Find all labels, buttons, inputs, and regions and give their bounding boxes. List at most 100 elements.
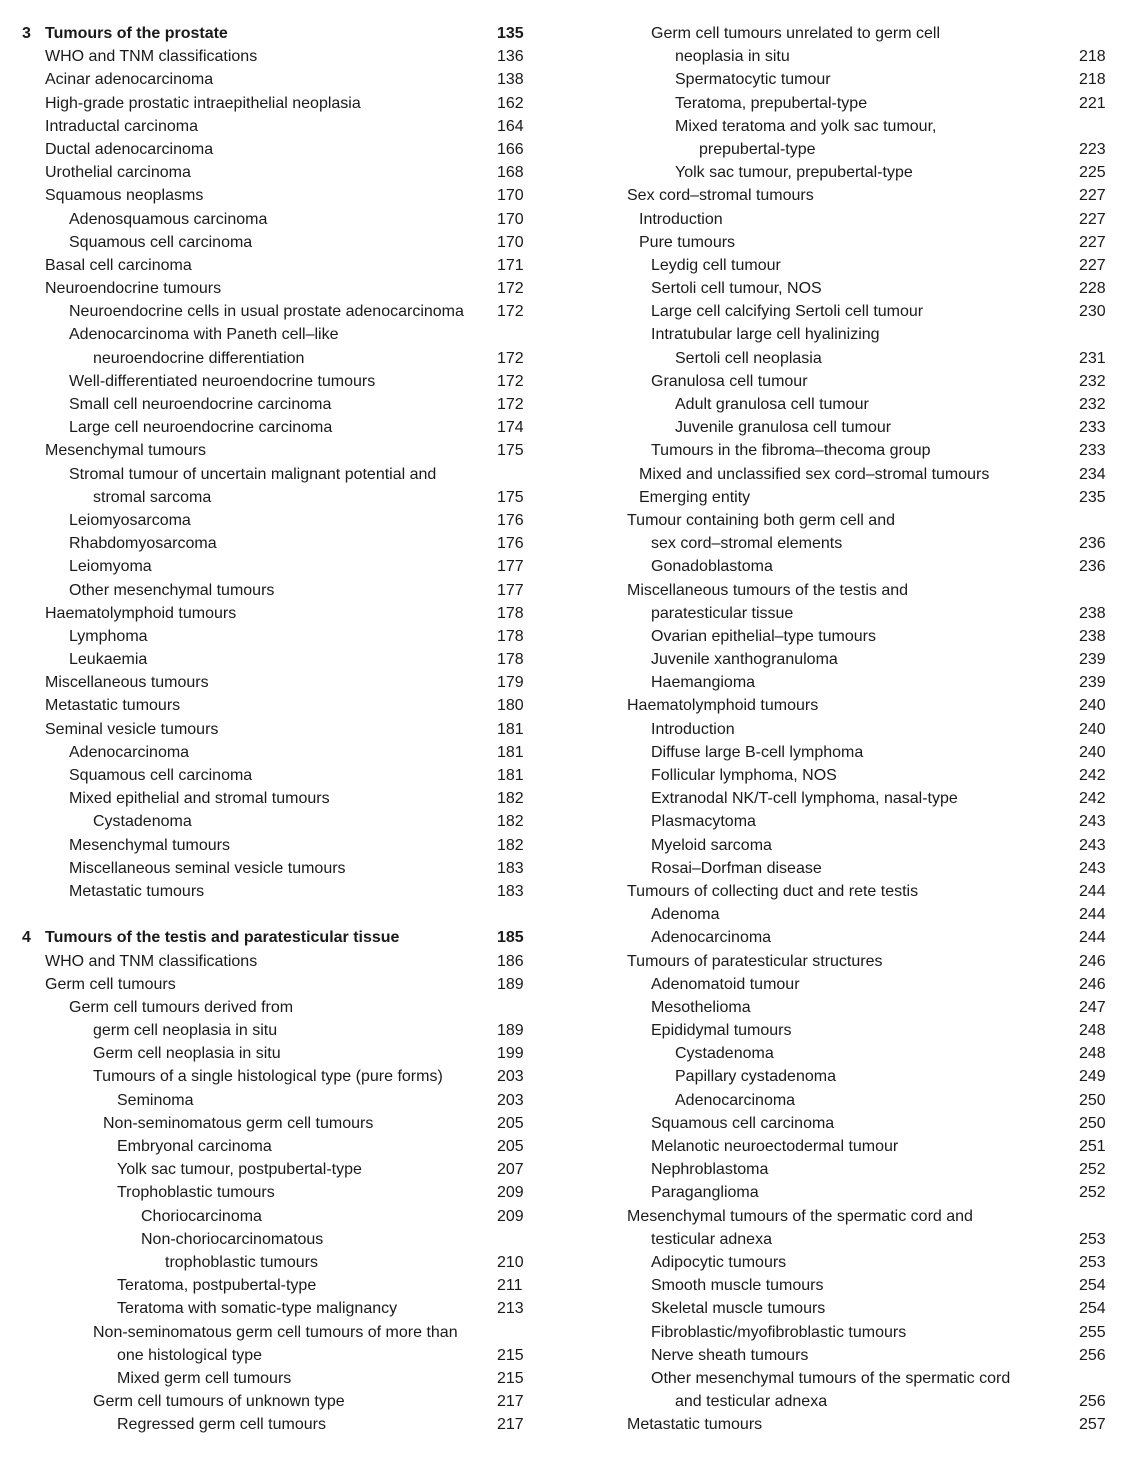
toc-entry-title: Plasmacytoma [651, 813, 756, 831]
toc-entry: Cystadenoma 182 [0, 810, 560, 833]
toc-page-number: 242 [1079, 767, 1106, 784]
toc-entry: Large cell calcifying Sertoli cell tumou… [600, 300, 1126, 323]
toc-entry-title: Yolk sac tumour, postpubertal-type [117, 1161, 362, 1179]
toc-page-number: 175 [497, 442, 524, 460]
toc-page-number: 168 [497, 164, 524, 182]
toc-entry: Introduction 227 [600, 208, 1126, 231]
toc-page-number: 180 [497, 697, 524, 715]
toc-page-number: 205 [497, 1114, 524, 1132]
toc-entry: Squamous cell carcinoma 250 [600, 1112, 1126, 1135]
toc-page-number: 182 [497, 790, 524, 808]
toc-page-number: 232 [1079, 396, 1106, 413]
toc-entry-title: Tumours in the fibroma–thecoma group [651, 442, 931, 460]
toc-entry: Nerve sheath tumours 256 [600, 1344, 1126, 1367]
toc-entry: Extranodal NK/T-cell lymphoma, nasal-typ… [600, 787, 1126, 810]
toc-entry: Mixed epithelial and stromal tumours 182 [0, 787, 560, 810]
toc-entry: WHO and TNM classifications 186 [0, 950, 560, 973]
toc-entry: Adenocarcinoma 244 [600, 926, 1126, 949]
toc-page-number: 235 [1079, 488, 1106, 506]
toc-page-number: 172 [497, 349, 524, 367]
toc-page-number: 189 [497, 975, 524, 993]
toc-page-number: 250 [1079, 1114, 1106, 1132]
toc-entry: Gonadoblastoma 236 [600, 555, 1126, 578]
toc-entry-title: Extranodal NK/T-cell lymphoma, nasal-typ… [651, 790, 958, 808]
toc-page-number: 178 [497, 627, 524, 645]
chapter-number: 3 [22, 25, 31, 42]
toc-entry-title: Mixed teratoma and yolk sac tumour, [675, 117, 937, 135]
toc-entry-title: germ cell neoplasia in situ [93, 1022, 278, 1040]
toc-entry-title: Paraganglioma [651, 1184, 759, 1202]
toc-entry-title: Emerging entity [639, 488, 751, 506]
toc-entry-title: Metastatic tumours [627, 1416, 763, 1434]
toc-page-number: 244 [1079, 906, 1106, 924]
toc-entry-title: Gonadoblastoma [651, 558, 773, 576]
toc-entry: Germ cell neoplasia in situ 199 [0, 1042, 560, 1065]
toc-entry-title: Tumours of paratesticular structures [627, 952, 883, 970]
toc-page-number: 227 [1079, 256, 1106, 274]
toc-entry-title: Tumour containing both germ cell and [627, 511, 895, 529]
toc-entry-title: Squamous cell carcinoma [69, 767, 253, 784]
toc-entry: trophoblastic tumours 210 [0, 1251, 560, 1274]
toc-entry: High-grade prostatic intraepithelial neo… [0, 92, 560, 115]
toc-entry: Leiomyosarcoma 176 [0, 509, 560, 532]
toc-page-number: 136 [497, 48, 524, 66]
toc-entry: Regressed germ cell tumours 217 [0, 1413, 560, 1436]
toc-entry-title: Juvenile granulosa cell tumour [675, 419, 892, 437]
toc-page-number: 244 [1079, 882, 1106, 900]
toc-entry-title: Cystadenoma [675, 1045, 774, 1063]
toc-column-right: Germ cell tumours unrelated to germ cell… [600, 22, 1126, 1436]
toc-entry: Spermatocytic tumour 218 [600, 68, 1126, 91]
toc-entry: Miscellaneous tumours 179 [0, 671, 560, 694]
toc-entry: Mesenchymal tumours 175 [0, 439, 560, 462]
toc-entry: Squamous cell carcinoma 181 [0, 764, 560, 787]
toc-entry: Other mesenchymal tumours of the spermat… [600, 1367, 1126, 1390]
toc-page-number: 242 [1079, 790, 1106, 808]
toc-entry: Paraganglioma 252 [600, 1181, 1126, 1204]
toc-page-number: 256 [1079, 1346, 1106, 1364]
toc-page-number: 210 [497, 1253, 524, 1271]
toc-page-number: 236 [1079, 535, 1106, 553]
toc-entry-title: Sertoli cell tumour, NOS [651, 280, 822, 298]
toc-page-number: 225 [1079, 164, 1106, 182]
toc-page-number: 170 [497, 187, 524, 205]
toc-entry: Diffuse large B-cell lymphoma 240 [600, 741, 1126, 764]
toc-entry-title: Nephroblastoma [651, 1161, 769, 1179]
toc-entry: Introduction 240 [600, 718, 1126, 741]
toc-page-number: 177 [497, 558, 524, 576]
toc-entry: Neuroendocrine cells in usual prostate a… [0, 300, 560, 323]
toc-entry: Squamous neoplasms 170 [0, 184, 560, 207]
toc-page-number: 176 [497, 535, 524, 553]
toc-page-number: 236 [1079, 558, 1106, 576]
toc-entry-title: Adipocytic tumours [651, 1253, 787, 1271]
toc-entry-title: Ductal adenocarcinoma [45, 140, 214, 158]
toc-entry-title: sex cord–stromal elements [651, 535, 843, 553]
toc-entry: Miscellaneous seminal vesicle tumours 183 [0, 857, 560, 880]
toc-page-number: 234 [1079, 465, 1106, 483]
toc-entry: Cystadenoma 248 [600, 1042, 1126, 1065]
toc-entry-title: Germ cell tumours derived from [69, 998, 294, 1016]
toc-page-number: 170 [497, 210, 524, 228]
toc-entry-title: one histological type [117, 1346, 262, 1364]
toc-page-number: 183 [497, 859, 524, 877]
toc-entry: Tumours of collecting duct and rete test… [600, 880, 1126, 903]
toc-page-number: 240 [1079, 743, 1106, 761]
toc-entry: Yolk sac tumour, postpubertal-type 207 [0, 1158, 560, 1181]
toc-entry: Nephroblastoma 252 [600, 1158, 1126, 1181]
toc-entry: neuroendocrine differentiation 172 [0, 347, 560, 370]
toc-entry-title: Rhabdomyosarcoma [69, 535, 217, 553]
toc-page-number: 205 [497, 1138, 524, 1155]
toc-entry: Sertoli cell neoplasia 231 [600, 347, 1126, 370]
toc-entry-title: Neuroendocrine tumours [45, 280, 222, 298]
toc-entry-title: Melanotic neuroectodermal tumour [651, 1138, 899, 1155]
toc-page-number: 217 [497, 1416, 524, 1434]
toc-page-number: 172 [497, 396, 524, 413]
toc-entry-title: Nerve sheath tumours [651, 1346, 809, 1364]
toc-entry: Large cell neuroendocrine carcinoma 174 [0, 416, 560, 439]
toc-entry-title: testicular adnexa [651, 1230, 772, 1248]
toc-entry: Squamous cell carcinoma 170 [0, 231, 560, 254]
toc-entry-title: Basal cell carcinoma [45, 256, 192, 274]
toc-page-number: 253 [1079, 1253, 1106, 1271]
toc-entry: Leukaemia 178 [0, 648, 560, 671]
toc-entry-title: Ovarian epithelial–type tumours [651, 627, 877, 645]
toc-entry: Granulosa cell tumour 232 [600, 370, 1126, 393]
